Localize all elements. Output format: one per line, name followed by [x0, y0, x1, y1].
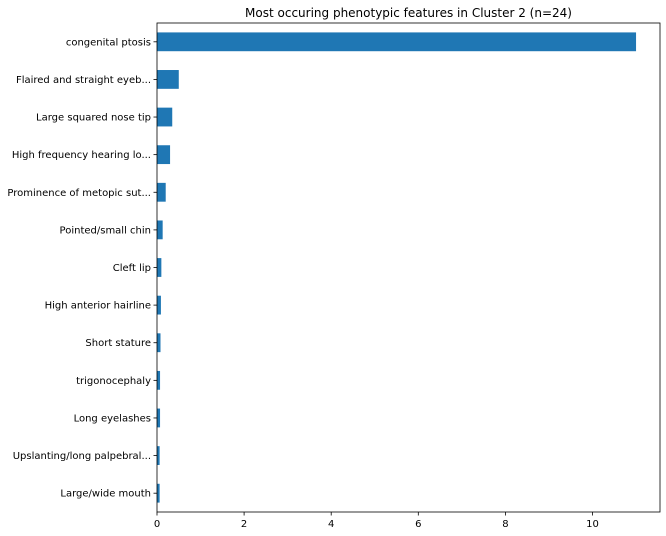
y-tick-label: Short stature — [85, 338, 151, 349]
bars-layer — [157, 32, 637, 503]
y-axis-ticks: congenital ptosis Flaired and straight ey… — [7, 37, 157, 500]
y-tick-label: Pointed/small chin — [60, 225, 151, 236]
x-tick-label: 4 — [328, 519, 334, 530]
bar-large-wide-mouth — [157, 483, 160, 503]
axes-frame — [156, 22, 661, 513]
y-tick-label: Cleft lip — [113, 263, 151, 274]
y-tick-label: Upslanting/long palpebral... — [13, 451, 151, 462]
y-tick-label: Prominence of metopic sut... — [7, 188, 151, 199]
bar-high-frequency-hearing-lo — [157, 145, 171, 165]
y-tick-label: High frequency hearing lo... — [12, 150, 151, 161]
bar-prominence-of-metopic-sut — [157, 182, 166, 202]
bar-long-eyelashes — [157, 408, 161, 428]
bar-congenital-ptosis — [157, 32, 637, 52]
y-tick-label: Large squared nose tip — [36, 113, 151, 124]
bar-high-anterior-hairline — [157, 295, 161, 315]
y-tick-label: congenital ptosis — [66, 37, 151, 48]
x-tick-label: 8 — [502, 519, 508, 530]
plot-frame — [156, 22, 661, 513]
y-tick-label: Large/wide mouth — [60, 489, 151, 500]
bar-large-squared-nose-tip — [157, 107, 173, 127]
bar-upslanting-long-palpebral — [157, 446, 160, 465]
chart-title: Most occuring phenotypic features in Clu… — [245, 6, 572, 20]
x-tick-label: 0 — [154, 519, 160, 530]
x-tick-label: 10 — [586, 519, 599, 530]
x-tick-label: 2 — [241, 519, 247, 530]
x-axis-ticks: 0 2 4 6 8 10 — [154, 512, 599, 530]
bar-cleft-lip — [157, 258, 162, 277]
y-tick-label: Long eyelashes — [74, 413, 151, 424]
y-tick-label: High anterior hairline — [45, 301, 151, 312]
y-tick-label: Flaired and straight eyeb... — [16, 75, 151, 86]
bar-short-stature — [157, 333, 161, 353]
bar-trigonocephaly — [157, 370, 161, 390]
y-tick-label: trigonocephaly — [76, 376, 151, 387]
bar-flaired-and-straight-eyeb — [157, 70, 179, 89]
x-tick-label: 6 — [415, 519, 421, 530]
bar-pointed-small-chin — [157, 220, 163, 240]
